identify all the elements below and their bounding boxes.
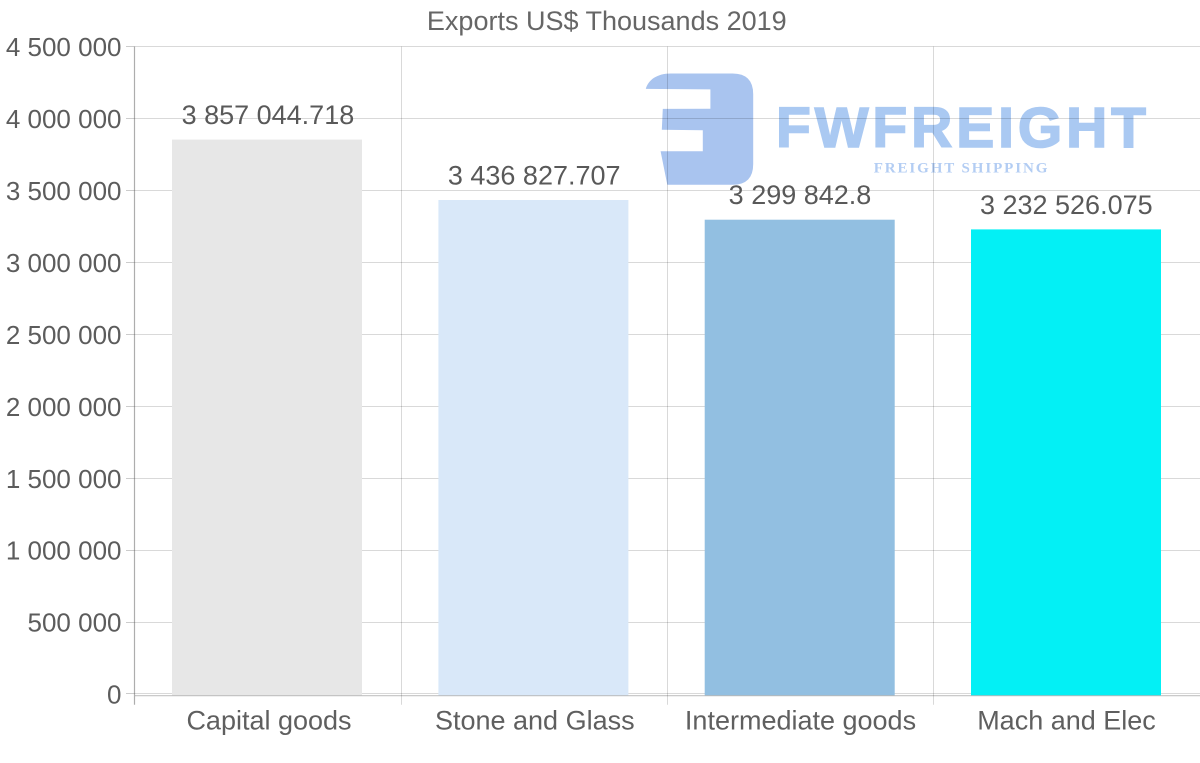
svg-text:Stone and Glass: Stone and Glass xyxy=(435,705,635,735)
svg-text:FREIGHT SHIPPING: FREIGHT SHIPPING xyxy=(874,161,1050,177)
svg-text:3 299 842.8: 3 299 842.8 xyxy=(729,180,872,210)
svg-text:Mach and Elec: Mach and Elec xyxy=(977,705,1156,735)
svg-text:3 000 000: 3 000 000 xyxy=(6,248,122,278)
svg-text:2 000 000: 2 000 000 xyxy=(6,392,122,422)
svg-text:4 500 000: 4 500 000 xyxy=(6,32,122,62)
svg-text:3 436 827.707: 3 436 827.707 xyxy=(448,160,621,190)
svg-text:3 500 000: 3 500 000 xyxy=(6,176,122,206)
svg-text:0: 0 xyxy=(107,680,121,710)
svg-text:Capital goods: Capital goods xyxy=(186,705,351,735)
svg-text:2 500 000: 2 500 000 xyxy=(6,320,122,350)
svg-text:3 232 526.075: 3 232 526.075 xyxy=(980,190,1153,220)
svg-text:Exports US$ Thousands 2019: Exports US$ Thousands 2019 xyxy=(427,6,787,36)
svg-text:3 857 044.718: 3 857 044.718 xyxy=(182,100,355,130)
svg-text:500 000: 500 000 xyxy=(28,608,122,638)
svg-text:1 500 000: 1 500 000 xyxy=(6,464,122,494)
svg-text:4 000 000: 4 000 000 xyxy=(6,104,122,134)
svg-text:FWFREIGHT: FWFREIGHT xyxy=(776,96,1150,160)
svg-text:Intermediate goods: Intermediate goods xyxy=(685,705,916,735)
svg-text:1 000 000: 1 000 000 xyxy=(6,536,122,566)
